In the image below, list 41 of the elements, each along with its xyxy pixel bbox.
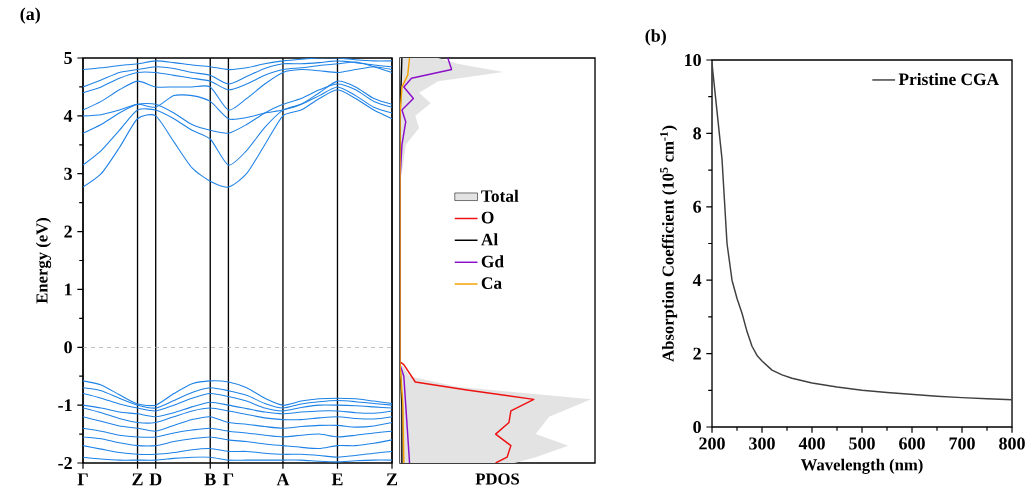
legend-label: Gd [481, 255, 504, 268]
x-tick-label: A [276, 473, 290, 486]
x-tick-label: 200 [699, 437, 725, 450]
x-tick-label: 300 [749, 437, 775, 450]
chart-title: (b) [645, 29, 666, 46]
y-axis-title: Absorption Coefficient (10$^{5}$ cm$^{-1}$) [660, 125, 678, 362]
y-tick-label: 5 [64, 52, 72, 64]
y-tick-label: 3 [64, 167, 72, 180]
y-axis-title: Energy (eV) [35, 217, 52, 304]
x-tick-label: 500 [849, 437, 875, 450]
y-tick-label: 4 [692, 274, 702, 287]
y-tick-label: 1 [65, 283, 72, 296]
x-tick-label: Γ [223, 473, 234, 486]
y-tick-label: 2 [693, 347, 701, 360]
chart-title: (a) [20, 7, 40, 24]
y-tick-label: -2 [58, 457, 72, 469]
y-tick-label: -1 [58, 399, 72, 412]
x-axis-title: PDOS [475, 473, 520, 485]
legend-label: Pristine CGA [898, 72, 999, 86]
y-tick-label: 6 [693, 200, 702, 213]
y-tick-label: 10 [685, 53, 701, 67]
x-tick-label: 600 [899, 437, 925, 450]
legend-label: Ca [481, 277, 502, 289]
x-tick-label: 800 [999, 437, 1025, 450]
y-tick-label: 2 [64, 225, 72, 238]
y-tick-label: 0 [693, 420, 701, 434]
y-tick-label: 4 [63, 109, 73, 122]
x-axis-title: Wavelength (nm) [800, 458, 923, 474]
x-tick-label: D [149, 473, 162, 486]
x-tick-label: 400 [798, 437, 825, 450]
x-tick-label: B [204, 473, 216, 486]
x-tick-label: Γ [77, 473, 88, 486]
x-tick-label: 700 [949, 437, 975, 450]
x-tick-label: Z [132, 473, 143, 486]
x-tick-label: E [331, 473, 343, 486]
y-tick-label: 8 [693, 127, 702, 140]
legend-label: O [481, 211, 494, 224]
x-tick-label: Z [386, 473, 398, 486]
legend-label: Total [481, 189, 519, 202]
y-tick-label: 0 [64, 341, 72, 354]
legend-label: Al [481, 233, 498, 246]
